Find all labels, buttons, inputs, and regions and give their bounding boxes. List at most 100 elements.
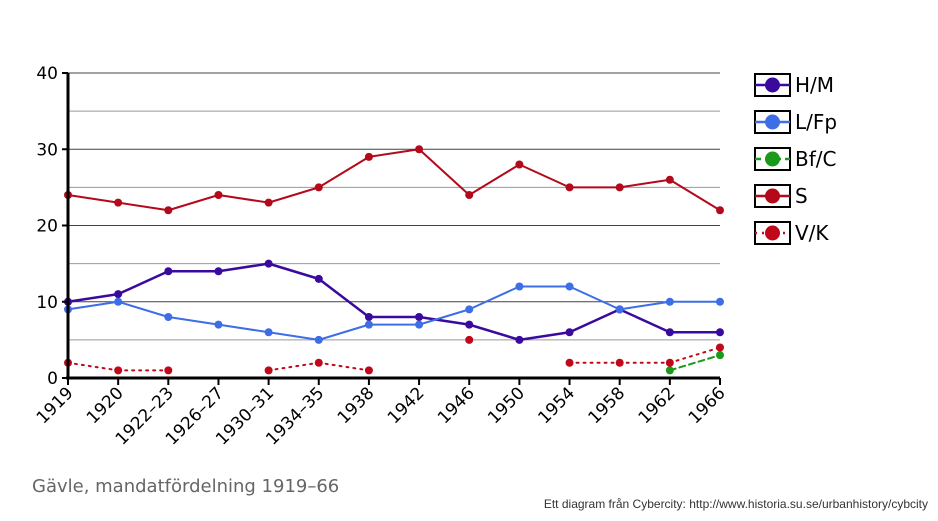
x-tick-label-7: 1942 (384, 383, 429, 428)
series-line-V/K-4 (267, 361, 320, 372)
legend-marker-S (765, 188, 780, 204)
series-line-S-6 (367, 148, 421, 158)
data-point-V/K-1 (114, 366, 123, 375)
series-line-H/M-8 (467, 323, 521, 342)
series-line-L/Fp-1 (117, 300, 170, 318)
series-line-H/M-9 (518, 331, 571, 342)
legend-marker-V/K (765, 225, 780, 241)
data-point-H/M-7 (415, 313, 424, 321)
series-line-L/Fp-11 (618, 300, 671, 311)
data-point-S-6 (364, 152, 373, 161)
series-line-L/Fp-3 (217, 323, 270, 334)
series-line-S-5 (317, 155, 370, 189)
data-point-V/K-2 (164, 366, 173, 375)
series-line-H/M-11 (618, 308, 672, 334)
source-credit: Ett diagram från Cybercity: http://www.h… (543, 497, 928, 511)
series-line-H/M-0 (66, 292, 120, 303)
y-tick-label-30: 30 (36, 140, 58, 160)
data-point-L/Fp-3 (214, 320, 223, 329)
legend-marker-Bf/C (765, 151, 780, 167)
series-line-L/Fp-8 (468, 285, 521, 311)
legend-item-Bf/C: Bf/C (754, 147, 836, 171)
data-point-S-4 (264, 198, 273, 207)
data-point-S-10 (565, 183, 574, 192)
data-point-V/K-10 (565, 358, 574, 367)
series-Bf/C (665, 351, 724, 375)
series-line-H/M-5 (317, 277, 371, 319)
x-tick-label-10: 1954 (534, 383, 579, 428)
series-line-S-4 (267, 186, 320, 204)
data-point-S-2 (164, 206, 173, 215)
data-point-H/M-2 (164, 267, 173, 276)
legend-label-Bf/C: Bf/C (795, 147, 836, 171)
data-point-V/K-8 (465, 335, 474, 344)
legend-item-H/M: H/M (754, 73, 834, 97)
data-point-V/K-6 (364, 366, 373, 375)
data-point-H/M-4 (264, 259, 273, 268)
series-line-V/K-5 (317, 361, 370, 372)
legend-item-S: S (754, 184, 808, 208)
series-H/M (64, 259, 724, 344)
series-line-L/Fp-0 (67, 300, 120, 311)
chart-caption: Gävle, mandatfördelning 1919–66 (32, 476, 340, 497)
data-point-Bf/C-12 (665, 366, 674, 375)
data-point-V/K-12 (665, 358, 674, 367)
data-point-H/M-8 (465, 320, 474, 329)
data-point-V/K-13 (716, 343, 724, 352)
data-point-H/M-10 (565, 328, 574, 337)
series-line-H/M-7 (417, 315, 471, 326)
legend: H/M L/Fp Bf/C S V/K (754, 73, 837, 245)
data-point-S-8 (465, 191, 474, 199)
legend-label-L/Fp: L/Fp (795, 110, 837, 134)
series-line-H/M-3 (217, 262, 270, 273)
series-line-S-9 (518, 163, 571, 189)
series-line-V/K-12 (668, 346, 721, 364)
legend-marker-H/M (765, 77, 780, 93)
y-tick-label-10: 10 (36, 293, 58, 313)
legend-label-V/K: V/K (795, 221, 829, 245)
data-point-S-11 (615, 183, 624, 192)
data-point-L/Fp-5 (314, 335, 323, 344)
data-point-H/M-6 (364, 313, 373, 321)
data-point-S-3 (214, 191, 223, 199)
series-line-L/Fp-7 (418, 308, 471, 326)
data-point-S-7 (415, 145, 424, 154)
series-line-S-11 (618, 178, 671, 189)
x-tick-label-11: 1958 (584, 383, 629, 428)
data-point-S-13 (716, 206, 724, 215)
grid-lines (68, 72, 720, 341)
x-tick-label-6: 1938 (334, 383, 379, 428)
series-line-V/K-0 (67, 361, 120, 372)
series-line-S-12 (668, 178, 721, 212)
series-line-H/M-1 (116, 270, 170, 296)
series-line-S-1 (117, 201, 170, 212)
data-point-V/K-11 (615, 358, 624, 367)
series-line-S-3 (217, 194, 270, 204)
y-tick-label-0: 0 (47, 369, 58, 389)
data-point-L/Fp-1 (114, 297, 123, 306)
data-point-V/K-4 (264, 366, 273, 375)
data-point-H/M-13 (716, 328, 724, 337)
series-line-L/Fp-5 (317, 323, 370, 341)
y-tick-label-20: 20 (36, 217, 58, 237)
data-point-L/Fp-6 (364, 320, 373, 329)
data-point-L/Fp-4 (264, 328, 273, 337)
series-line-H/M-4 (267, 262, 321, 281)
x-tick-label-13: 1966 (685, 383, 730, 428)
x-tick-label-8: 1946 (434, 383, 479, 428)
data-point-H/M-12 (665, 328, 674, 337)
x-tick-label-0: 1919 (33, 383, 78, 428)
series-line-Bf/C-12 (668, 354, 721, 372)
data-point-L/Fp-10 (565, 282, 574, 291)
data-point-S-5 (314, 183, 323, 192)
data-point-S-1 (114, 198, 123, 207)
series-L/Fp (64, 282, 724, 344)
x-tick-label-12: 1962 (635, 383, 680, 428)
series-line-S-8 (468, 163, 521, 196)
data-point-H/M-3 (214, 267, 223, 276)
series-line-L/Fp-2 (167, 316, 220, 326)
legend-marker-L/Fp (765, 114, 780, 130)
legend-label-H/M: H/M (795, 73, 834, 97)
data-point-L/Fp-13 (716, 297, 724, 306)
